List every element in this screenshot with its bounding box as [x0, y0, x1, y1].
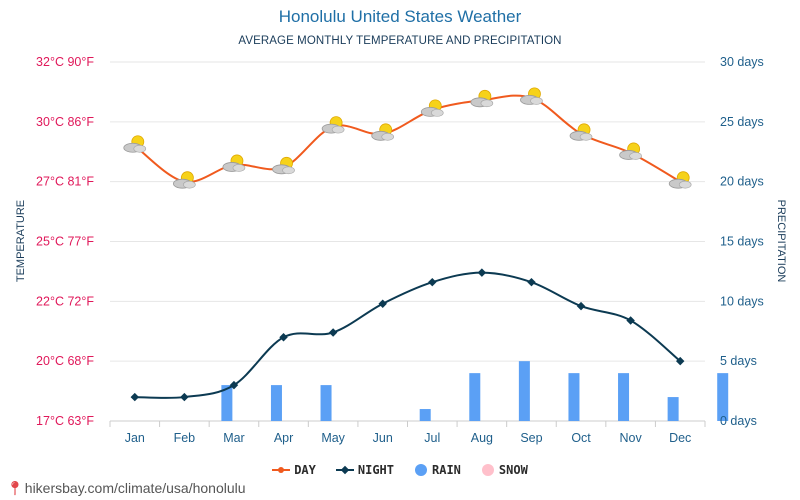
y-left-tick-label: 17°C 63°F	[36, 414, 94, 428]
y-right-tick-label: 10 days	[720, 294, 764, 308]
day-line-icon	[272, 467, 291, 473]
legend-night[interactable]: NIGHT	[335, 463, 394, 477]
night-point	[130, 392, 140, 402]
legend-day-label: DAY	[294, 463, 316, 477]
rain-bar	[518, 361, 530, 421]
night-series-line	[134, 271, 681, 399]
x-tick-label: Feb	[174, 431, 196, 445]
night-point	[428, 277, 437, 287]
night-point	[527, 277, 536, 287]
night-point	[328, 328, 338, 337]
x-tick-label: May	[321, 431, 345, 445]
night-point	[477, 268, 487, 277]
source-link-text: hikersbay.com/climate/usa/honolulu	[24, 480, 246, 496]
partly-cloudy-icon	[371, 123, 395, 141]
rain-bar	[320, 385, 332, 421]
y-left-axis-title: TEMPERATURE	[15, 200, 27, 282]
partly-cloudy-icon	[470, 89, 494, 108]
night-point	[378, 299, 387, 308]
rain-bar	[469, 373, 481, 421]
partly-cloudy-icon	[569, 123, 593, 141]
chart-subtitle: AVERAGE MONTHLY TEMPERATURE AND PRECIPIT…	[238, 35, 562, 47]
partly-cloudy-icon	[520, 87, 543, 105]
x-tick-label: Apr	[274, 431, 293, 445]
x-tick-label: Aug	[471, 431, 493, 445]
night-point	[229, 380, 239, 390]
y-right-tick-label: 20 days	[720, 175, 764, 189]
rain-bar	[667, 397, 679, 421]
y-right-axis-title: PRECIPITATION	[775, 200, 787, 283]
source-link[interactable]: 📍︎hikersbay.com/climate/usa/honolulu	[6, 480, 246, 497]
night-point	[675, 356, 685, 366]
legend-snow[interactable]: SNOW	[481, 463, 528, 477]
chart-legend: DAY NIGHT RAIN SNOW	[0, 463, 800, 477]
night-point	[576, 301, 586, 311]
partly-cloudy-icon	[668, 171, 692, 189]
x-tick-label: Jun	[373, 431, 393, 445]
map-pin-icon: 📍︎	[6, 480, 24, 496]
y-right-tick-label: 15 days	[720, 235, 764, 249]
y-right-tick-label: 25 days	[720, 115, 764, 129]
legend-rain-label: RAIN	[432, 463, 461, 477]
rain-bar	[618, 373, 630, 421]
x-tick-label: Dec	[669, 431, 691, 445]
rain-dot-icon	[415, 464, 427, 476]
rain-bar	[717, 373, 729, 421]
night-point	[279, 332, 288, 342]
partly-cloudy-icon	[172, 171, 196, 189]
partly-cloudy-icon	[420, 99, 444, 117]
y-left-tick-label: 25°C 77°F	[36, 235, 94, 249]
legend-rain[interactable]: RAIN	[414, 463, 461, 477]
x-tick-label: Mar	[223, 431, 245, 445]
x-tick-label: Jan	[125, 431, 145, 445]
y-right-tick-label: 30 days	[720, 55, 764, 69]
night-point	[626, 316, 635, 325]
rain-bar	[568, 373, 580, 421]
y-left-tick-label: 20°C 68°F	[36, 354, 94, 368]
partly-cloudy-icon	[272, 156, 295, 175]
rain-bar	[270, 385, 282, 421]
y-left-tick-label: 30°C 86°F	[36, 115, 94, 129]
snow-dot-icon	[481, 464, 494, 476]
y-left-tick-label: 32°C 90°F	[36, 55, 94, 69]
legend-day[interactable]: DAY	[272, 463, 316, 477]
partly-cloudy-icon	[123, 135, 147, 153]
y-left-tick-label: 22°C 72°F	[36, 294, 94, 308]
partly-cloudy-icon	[222, 154, 246, 172]
legend-snow-label: SNOW	[498, 463, 528, 477]
x-tick-label: Nov	[620, 431, 643, 445]
y-right-tick-label: 5 days	[720, 354, 757, 368]
x-tick-label: Jul	[424, 431, 440, 445]
night-line-icon	[335, 465, 354, 475]
chart-title: Honolulu United States Weather	[278, 7, 522, 26]
legend-night-label: NIGHT	[357, 463, 394, 477]
x-tick-label: Sep	[520, 431, 542, 445]
partly-cloudy-icon	[619, 142, 642, 160]
day-series-line	[134, 94, 681, 183]
rain-bar	[419, 409, 431, 421]
y-right-tick-label: 0 days	[720, 414, 757, 428]
x-tick-label: Oct	[571, 431, 591, 445]
rain-bar	[221, 385, 233, 421]
y-left-tick-label: 27°C 81°F	[36, 175, 94, 189]
partly-cloudy-icon	[321, 116, 345, 134]
night-point	[180, 392, 189, 402]
